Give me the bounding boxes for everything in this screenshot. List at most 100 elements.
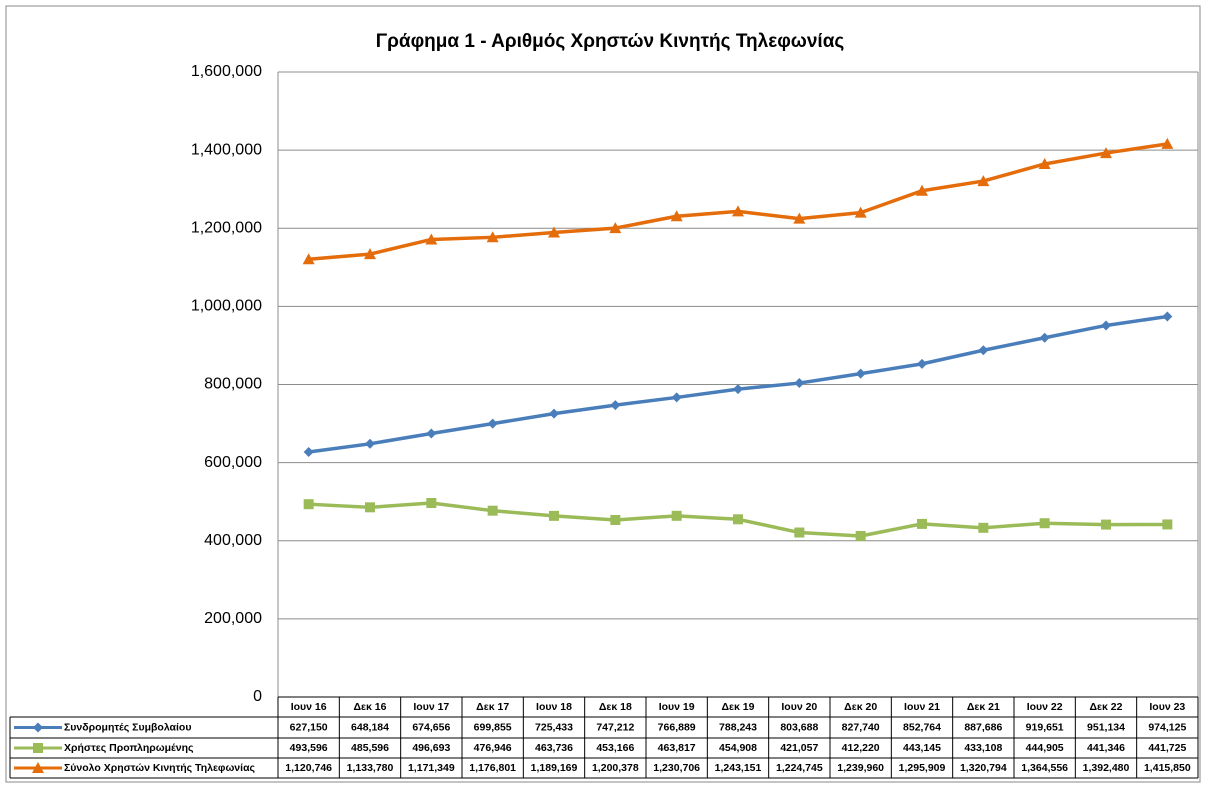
x-tick-label: Ιουν 23 [1149, 701, 1185, 713]
square-marker [365, 502, 375, 513]
table-value: 1,239,960 [837, 762, 884, 774]
table-value: 674,656 [412, 721, 450, 733]
triangle-marker [1100, 147, 1112, 159]
legend-marker [32, 762, 44, 773]
table-value: 1,171,349 [408, 762, 455, 774]
table-value: 433,108 [964, 742, 1002, 754]
triangle-marker [1161, 137, 1174, 149]
triangle-marker [670, 210, 683, 222]
y-tick-label: 200,000 [204, 610, 262, 627]
table-value: 852,764 [903, 721, 941, 733]
x-tick-label: Δεκ 20 [844, 701, 877, 713]
x-tick-label: Ιουν 18 [536, 701, 572, 713]
table-value: 444,905 [1026, 742, 1064, 754]
table-value: 747,212 [596, 721, 634, 733]
table-value: 919,651 [1026, 721, 1064, 733]
table-value: 803,688 [780, 721, 818, 733]
table-value: 441,725 [1148, 742, 1186, 754]
table-value: 421,057 [780, 742, 818, 754]
x-tick-label: Ιουν 20 [781, 701, 817, 713]
diamond-marker [426, 428, 437, 439]
table-value: 453,166 [596, 742, 634, 754]
x-tick-label: Ιουν 17 [413, 701, 449, 713]
square-marker [1162, 519, 1173, 530]
triangle-marker [486, 231, 499, 243]
table-value: 951,134 [1087, 721, 1125, 733]
y-tick-label: 1,600,000 [191, 63, 262, 80]
y-tick-label: 1,400,000 [191, 141, 262, 158]
x-tick-label: Δεκ 22 [1090, 701, 1123, 713]
triangle-marker [548, 226, 560, 238]
table-value: 1,243,151 [715, 762, 762, 774]
y-tick-label: 0 [253, 688, 262, 705]
legend-marker [33, 743, 43, 753]
diamond-marker [365, 438, 375, 449]
table-value: 441,346 [1087, 742, 1125, 754]
square-marker [978, 522, 989, 533]
table-value: 725,433 [535, 721, 573, 733]
table-value: 485,596 [351, 742, 389, 754]
legend-label: Σύνολο Χρηστών Κινητής Τηλεφωνίας [64, 762, 256, 774]
diamond-marker [733, 384, 743, 395]
table-value: 766,889 [658, 721, 696, 733]
table-value: 463,817 [658, 742, 696, 754]
square-marker [487, 505, 498, 516]
table-value: 496,693 [412, 742, 450, 754]
square-marker [855, 530, 866, 541]
x-tick-label: Ιουν 19 [659, 701, 695, 713]
x-tick-label: Δεκ 19 [722, 701, 755, 713]
triangle-marker [425, 233, 438, 245]
table-value: 1,120,746 [285, 762, 332, 774]
square-marker [794, 527, 805, 538]
table-value: 1,415,850 [1144, 762, 1191, 774]
square-marker [1039, 518, 1050, 529]
diamond-marker [855, 368, 866, 379]
x-tick-label: Δεκ 18 [599, 701, 632, 713]
x-tick-label: Ιουν 22 [1027, 701, 1063, 713]
diamond-marker [794, 378, 805, 389]
diamond-marker [671, 392, 682, 403]
table-value: 1,176,801 [469, 762, 516, 774]
diamond-marker [303, 447, 314, 458]
square-marker [917, 518, 927, 529]
square-marker [1101, 519, 1111, 530]
table-value: 1,320,794 [960, 762, 1007, 774]
square-marker [610, 514, 621, 525]
table-value: 1,224,745 [776, 762, 823, 774]
table-value: 1,364,556 [1021, 762, 1068, 774]
y-tick-label: 400,000 [204, 532, 262, 549]
square-marker [733, 514, 743, 525]
legend-marker [33, 722, 43, 733]
square-marker [549, 510, 559, 521]
x-tick-label: Δεκ 17 [476, 701, 509, 713]
triangle-marker [916, 184, 928, 196]
triangle-marker [732, 205, 744, 217]
x-tick-label: Δεκ 21 [967, 701, 1000, 713]
square-marker [303, 499, 314, 510]
table-value: 627,150 [290, 721, 328, 733]
table-value: 699,855 [474, 721, 512, 733]
table-value: 887,686 [964, 721, 1002, 733]
table-value: 493,596 [290, 742, 328, 754]
triangle-marker [977, 175, 990, 187]
diamond-marker [1101, 320, 1111, 331]
chart-title: Γράφημα 1 - Αριθμός Χρηστών Κινητής Τηλε… [376, 31, 845, 52]
y-tick-label: 600,000 [204, 454, 262, 471]
chart-border [5, 5, 1201, 783]
table-value: 412,220 [842, 742, 880, 754]
legend-label: Συνδρομητές Συμβολαίου [64, 721, 191, 733]
y-tick-label: 800,000 [204, 376, 262, 393]
diamond-marker [549, 408, 559, 419]
table-value: 1,295,909 [899, 762, 946, 774]
y-tick-label: 1,200,000 [191, 219, 262, 236]
triangle-marker [302, 253, 315, 265]
diamond-marker [1162, 311, 1173, 322]
diamond-marker [487, 418, 498, 429]
table-value: 974,125 [1148, 721, 1186, 733]
diamond-marker [610, 400, 621, 411]
table-value: 454,908 [719, 742, 757, 754]
diamond-marker [978, 345, 989, 356]
triangle-marker [793, 212, 806, 224]
table-value: 1,230,706 [653, 762, 700, 774]
